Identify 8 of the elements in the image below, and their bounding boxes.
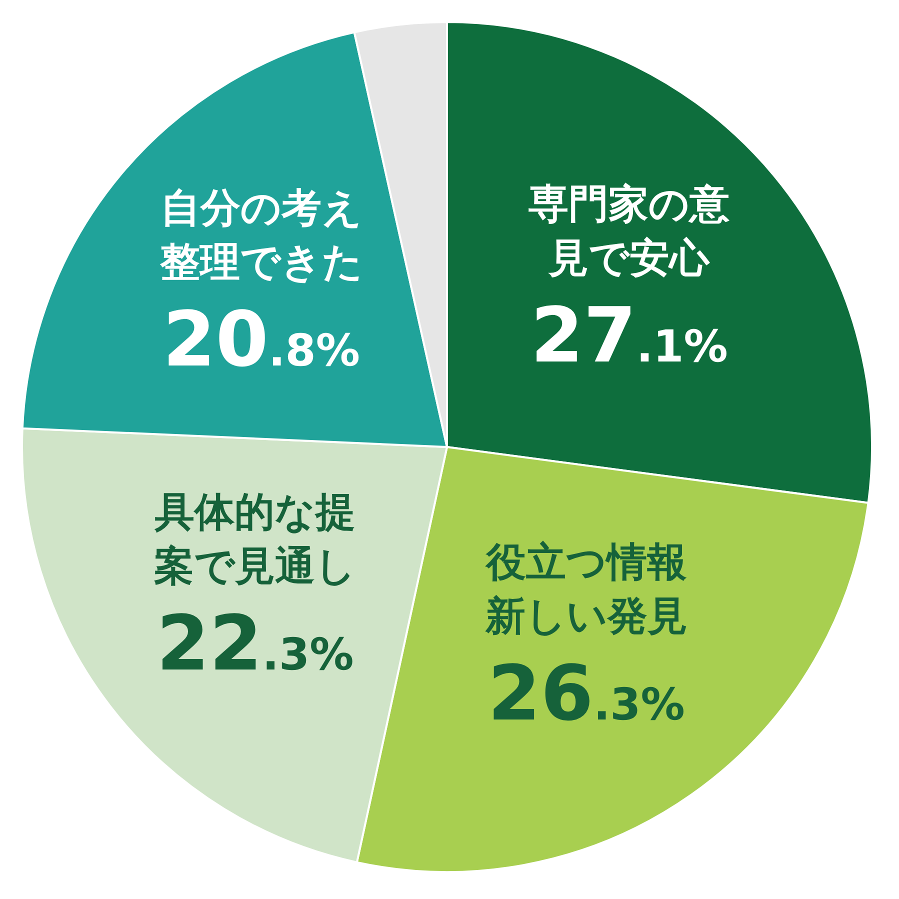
slice-label: 具体的な提案で見通し	[153, 488, 358, 592]
slice-label: 役立つ情報新しい発見	[484, 538, 688, 642]
slice-label: 専門家の意見で安心	[528, 180, 731, 284]
slice-label: 自分の考え整理できた	[158, 184, 364, 288]
data-label: 20.8%	[162, 294, 360, 384]
data-label: 27.1%	[530, 290, 728, 380]
data-label: 22.3%	[156, 598, 354, 688]
data-label: 26.3%	[488, 648, 685, 738]
